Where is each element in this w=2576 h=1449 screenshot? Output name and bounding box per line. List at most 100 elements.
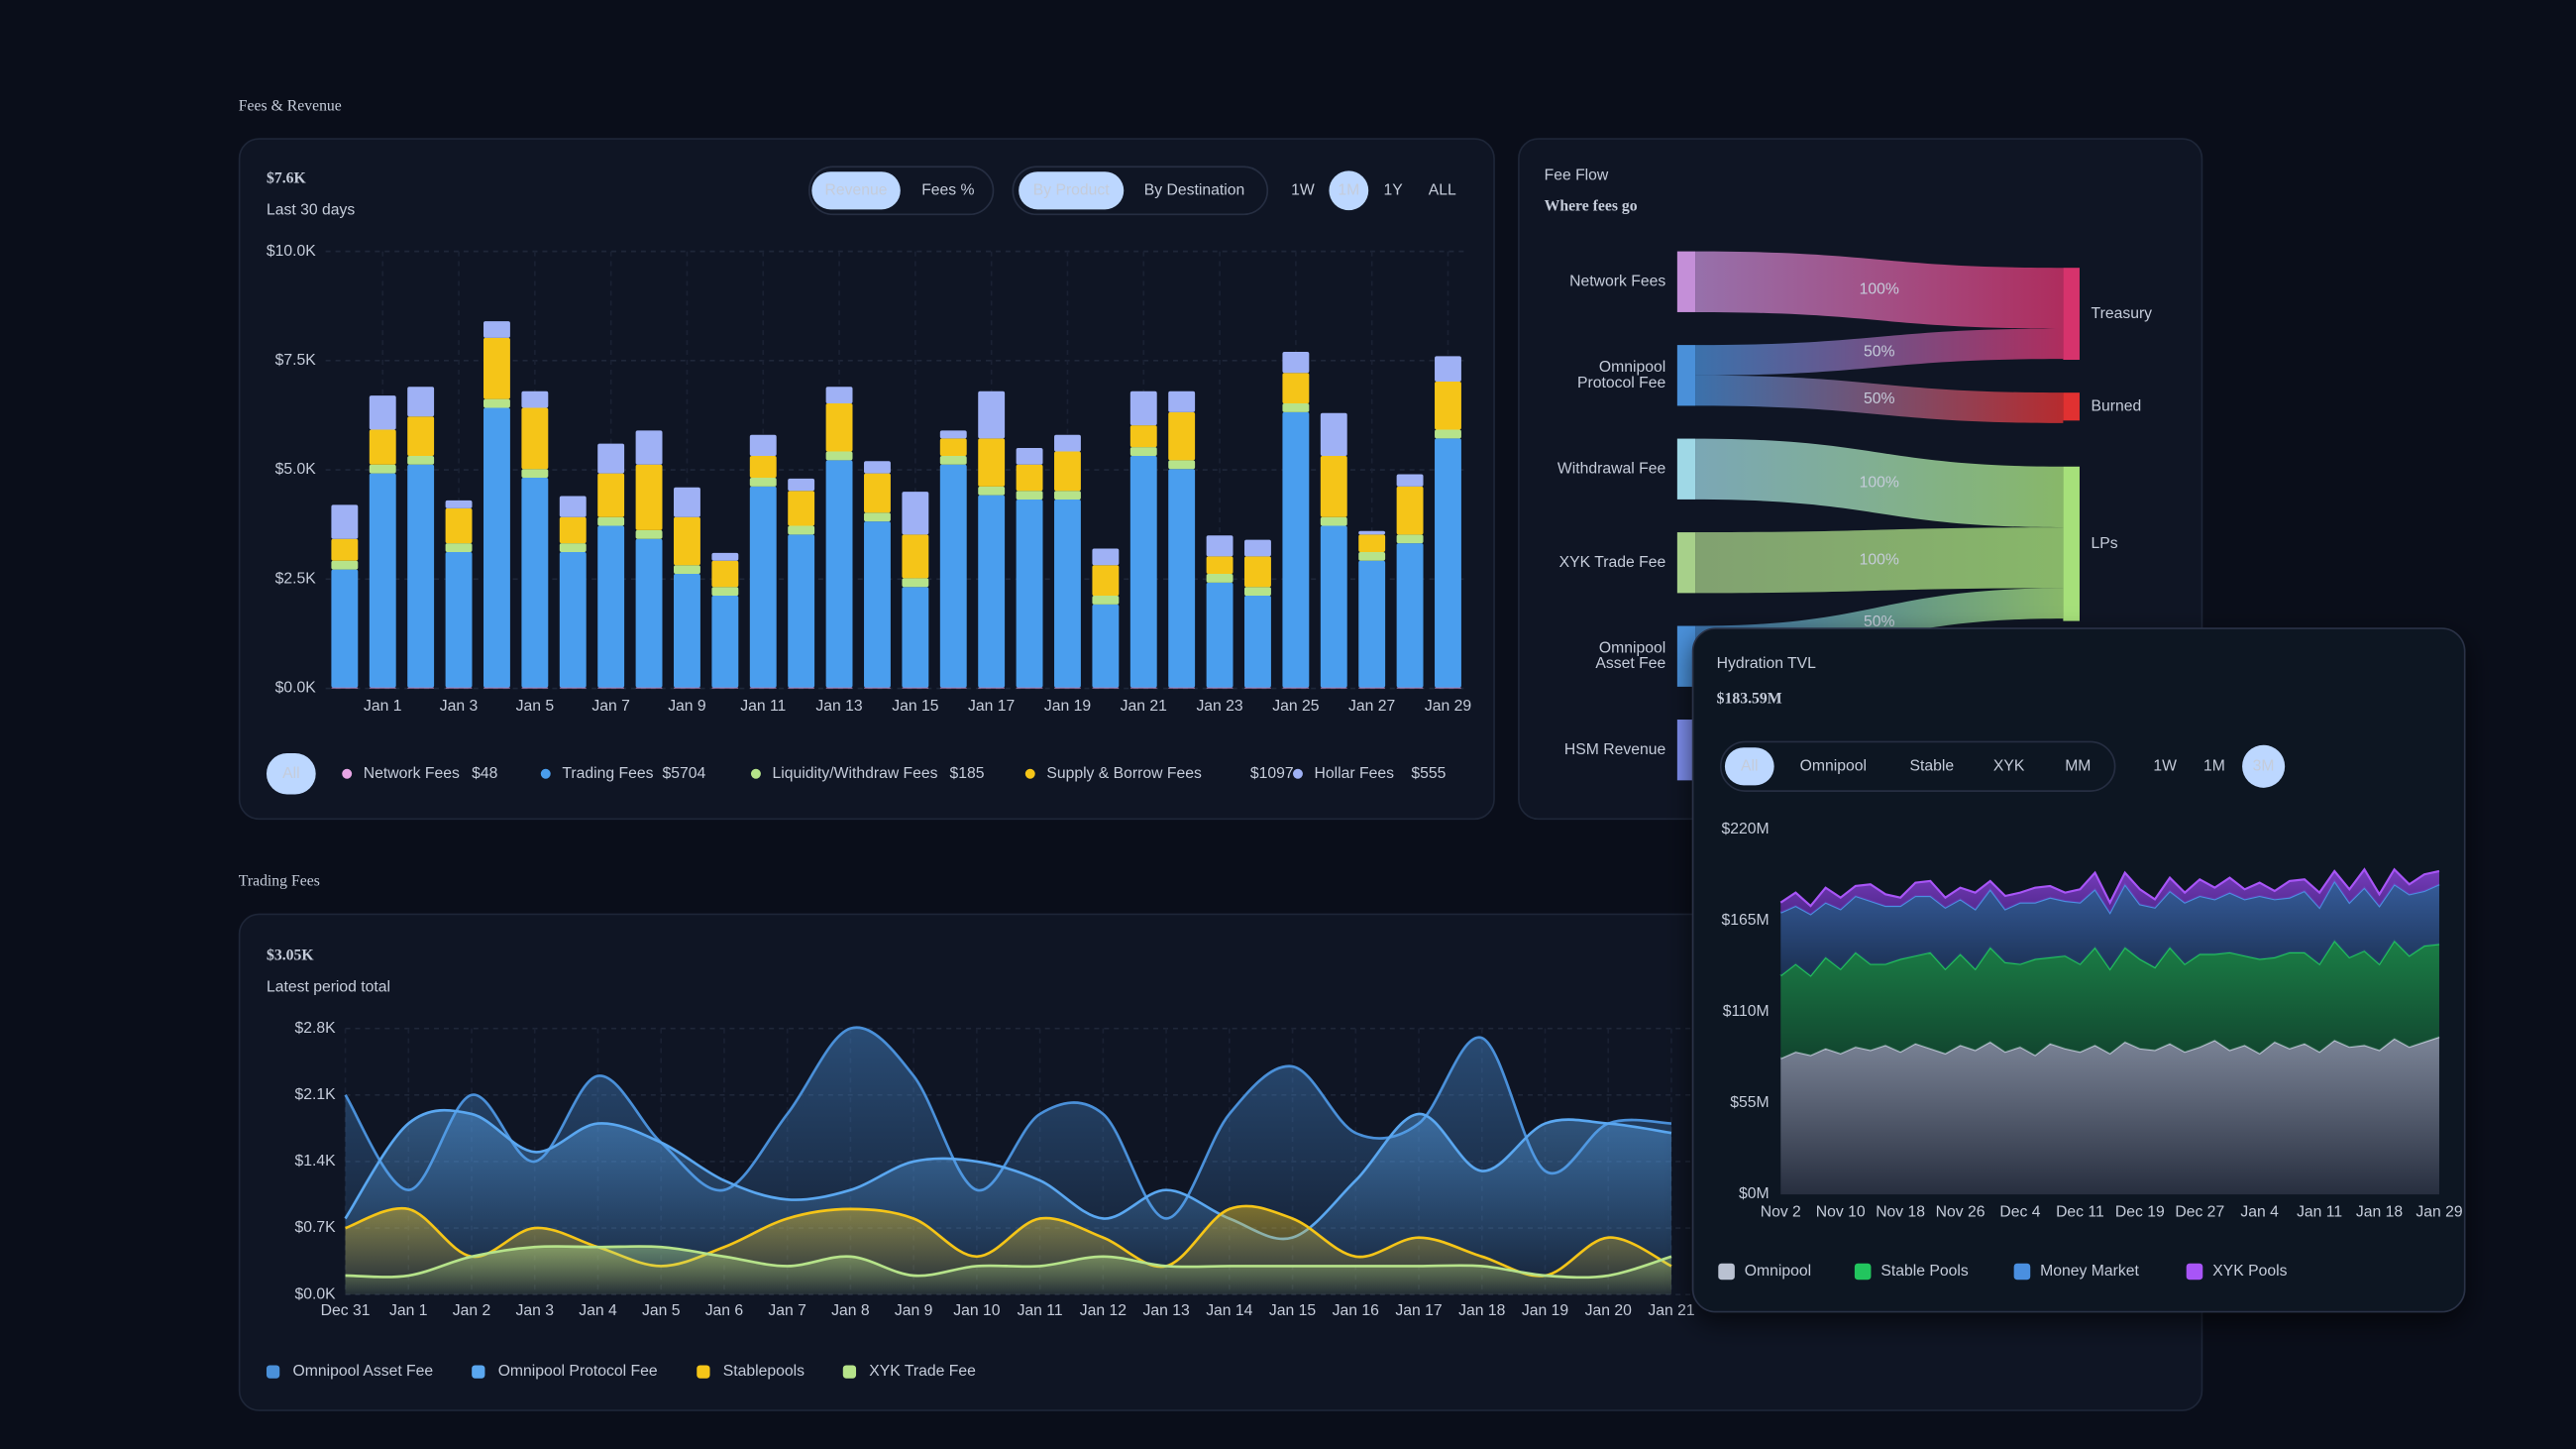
toggle-option[interactable]: By Product bbox=[1033, 181, 1111, 198]
bar-segment bbox=[1168, 460, 1196, 470]
bar-segment bbox=[445, 551, 473, 688]
toggle-active bbox=[811, 171, 901, 210]
x-tick-label: Jan 2 bbox=[453, 1302, 491, 1319]
legend-label: Stable Pools bbox=[1880, 1263, 1968, 1280]
toggle-option[interactable]: MM bbox=[2065, 757, 2091, 774]
y-tick-label: $0.7K bbox=[294, 1219, 336, 1236]
toggle-option[interactable]: 1Y bbox=[1383, 181, 1403, 198]
legend-swatch bbox=[2186, 1263, 2203, 1281]
bar-segment bbox=[521, 687, 549, 689]
legend-label: Supply & Borrow Fees bbox=[1046, 765, 1202, 782]
bar-segment bbox=[825, 687, 853, 689]
bar-segment bbox=[902, 687, 929, 689]
bar-segment bbox=[1129, 687, 1157, 689]
x-tick-label: Jan 21 bbox=[1121, 698, 1167, 715]
x-tick-label: Nov 18 bbox=[1876, 1203, 1925, 1220]
toggle-option[interactable]: Stable bbox=[1909, 757, 1954, 774]
toggle-option[interactable]: All bbox=[1741, 757, 1759, 774]
bar-segment bbox=[864, 512, 891, 522]
sankey-node bbox=[2063, 268, 2080, 361]
y-tick-label: $7.5K bbox=[275, 352, 317, 369]
legend-filter-chip[interactable] bbox=[266, 753, 316, 795]
x-tick-label: Jan 7 bbox=[768, 1302, 806, 1319]
tvl-card: Hydration TVL $183.59M All Omnipool Stable XY… bbox=[1691, 627, 2466, 1313]
bar-segment bbox=[369, 464, 396, 474]
x-tick-label: Jan 5 bbox=[516, 698, 555, 715]
node-label: Treasury bbox=[2092, 305, 2153, 322]
node-label: HSM Revenue bbox=[1564, 741, 1666, 758]
x-tick-label: Jan 15 bbox=[1269, 1302, 1316, 1319]
bar-segment bbox=[1054, 451, 1081, 492]
bar-segment bbox=[331, 560, 359, 570]
toggle-option[interactable]: 1M bbox=[1338, 181, 1359, 198]
sankey-node bbox=[2063, 466, 2080, 621]
legend-label: Stablepools bbox=[723, 1363, 805, 1380]
legend-total: $185 bbox=[950, 765, 985, 782]
x-tick-label: Nov 26 bbox=[1936, 1203, 1986, 1220]
bar-segment bbox=[331, 687, 359, 689]
x-tick-label: Jan 1 bbox=[389, 1302, 428, 1319]
bar-segment bbox=[635, 538, 663, 688]
bar-segment bbox=[1244, 587, 1271, 597]
area-fill bbox=[345, 1246, 1671, 1295]
bar-segment bbox=[674, 516, 700, 566]
bar-segment bbox=[1129, 447, 1157, 456]
y-tick-label: $0.0K bbox=[294, 1285, 336, 1302]
legend-label: Omnipool Protocol Fee bbox=[498, 1363, 658, 1380]
subtitle: Last 30 days bbox=[267, 201, 355, 218]
toggle-option[interactable]: Fees % bbox=[921, 181, 974, 198]
toggle-option[interactable]: Revenue bbox=[825, 181, 888, 198]
series-line bbox=[344, 1108, 1672, 1241]
bar-segment bbox=[864, 687, 891, 689]
bar-segment bbox=[825, 403, 853, 452]
toggle-option[interactable]: By Destination bbox=[1144, 181, 1244, 198]
toggle-option[interactable]: 3M bbox=[2253, 757, 2275, 774]
legend-label: Trading Fees bbox=[562, 765, 653, 782]
bar-segment bbox=[1168, 411, 1196, 461]
headline: $7.6K bbox=[267, 169, 307, 186]
bar-segment bbox=[1320, 412, 1347, 456]
bar-segment bbox=[1244, 539, 1271, 557]
link-label: 50% bbox=[1864, 343, 1895, 360]
bar-segment bbox=[559, 687, 587, 689]
bar-segment bbox=[1054, 491, 1081, 501]
bar-segment bbox=[939, 464, 967, 688]
toggle-option[interactable]: 1M bbox=[2203, 757, 2225, 774]
toggle-group bbox=[1012, 166, 1269, 216]
area-fill bbox=[1780, 1037, 2439, 1195]
bar-segment bbox=[407, 455, 435, 465]
node-label: Omnipool bbox=[1599, 359, 1665, 376]
bar-segment bbox=[674, 487, 700, 517]
bar-segment bbox=[788, 491, 815, 526]
toggle-option[interactable]: ALL bbox=[1429, 181, 1456, 198]
legend-label: Money Market bbox=[2040, 1263, 2139, 1280]
toggle-option[interactable]: XYK bbox=[1993, 757, 2025, 774]
x-tick-label: Jan 13 bbox=[1142, 1302, 1189, 1319]
bar-segment bbox=[1206, 556, 1234, 575]
bar-segment bbox=[635, 430, 663, 465]
legend-swatch bbox=[472, 1365, 485, 1379]
x-tick-label: Jan 18 bbox=[2356, 1203, 2403, 1220]
bar-segment bbox=[864, 461, 891, 474]
legend-total: $1097 bbox=[1250, 765, 1294, 782]
x-tick-label: Jan 17 bbox=[1395, 1302, 1442, 1319]
bar-segment bbox=[711, 560, 739, 588]
bar-segment bbox=[1282, 687, 1310, 689]
bar-segment bbox=[1016, 500, 1043, 688]
bar-segment bbox=[521, 478, 549, 688]
y-tick-label: $165M bbox=[1722, 912, 1770, 929]
bar-segment bbox=[825, 387, 853, 404]
bar-segment bbox=[1016, 491, 1043, 501]
link-label: 100% bbox=[1860, 281, 1899, 298]
toggle-option[interactable]: Omnipool bbox=[1800, 757, 1867, 774]
bar-segment bbox=[407, 687, 435, 689]
toggle-option[interactable]: 1W bbox=[1291, 181, 1315, 198]
bar-segment bbox=[1129, 390, 1157, 426]
bar-segment bbox=[1320, 687, 1347, 689]
bar-segment bbox=[369, 687, 396, 689]
toggle-option[interactable]: 1W bbox=[2153, 757, 2177, 774]
x-tick-label: Jan 13 bbox=[815, 698, 862, 715]
bar-segment bbox=[1092, 596, 1120, 605]
x-tick-label: Jan 16 bbox=[1333, 1302, 1379, 1319]
bar-segment bbox=[902, 534, 929, 579]
